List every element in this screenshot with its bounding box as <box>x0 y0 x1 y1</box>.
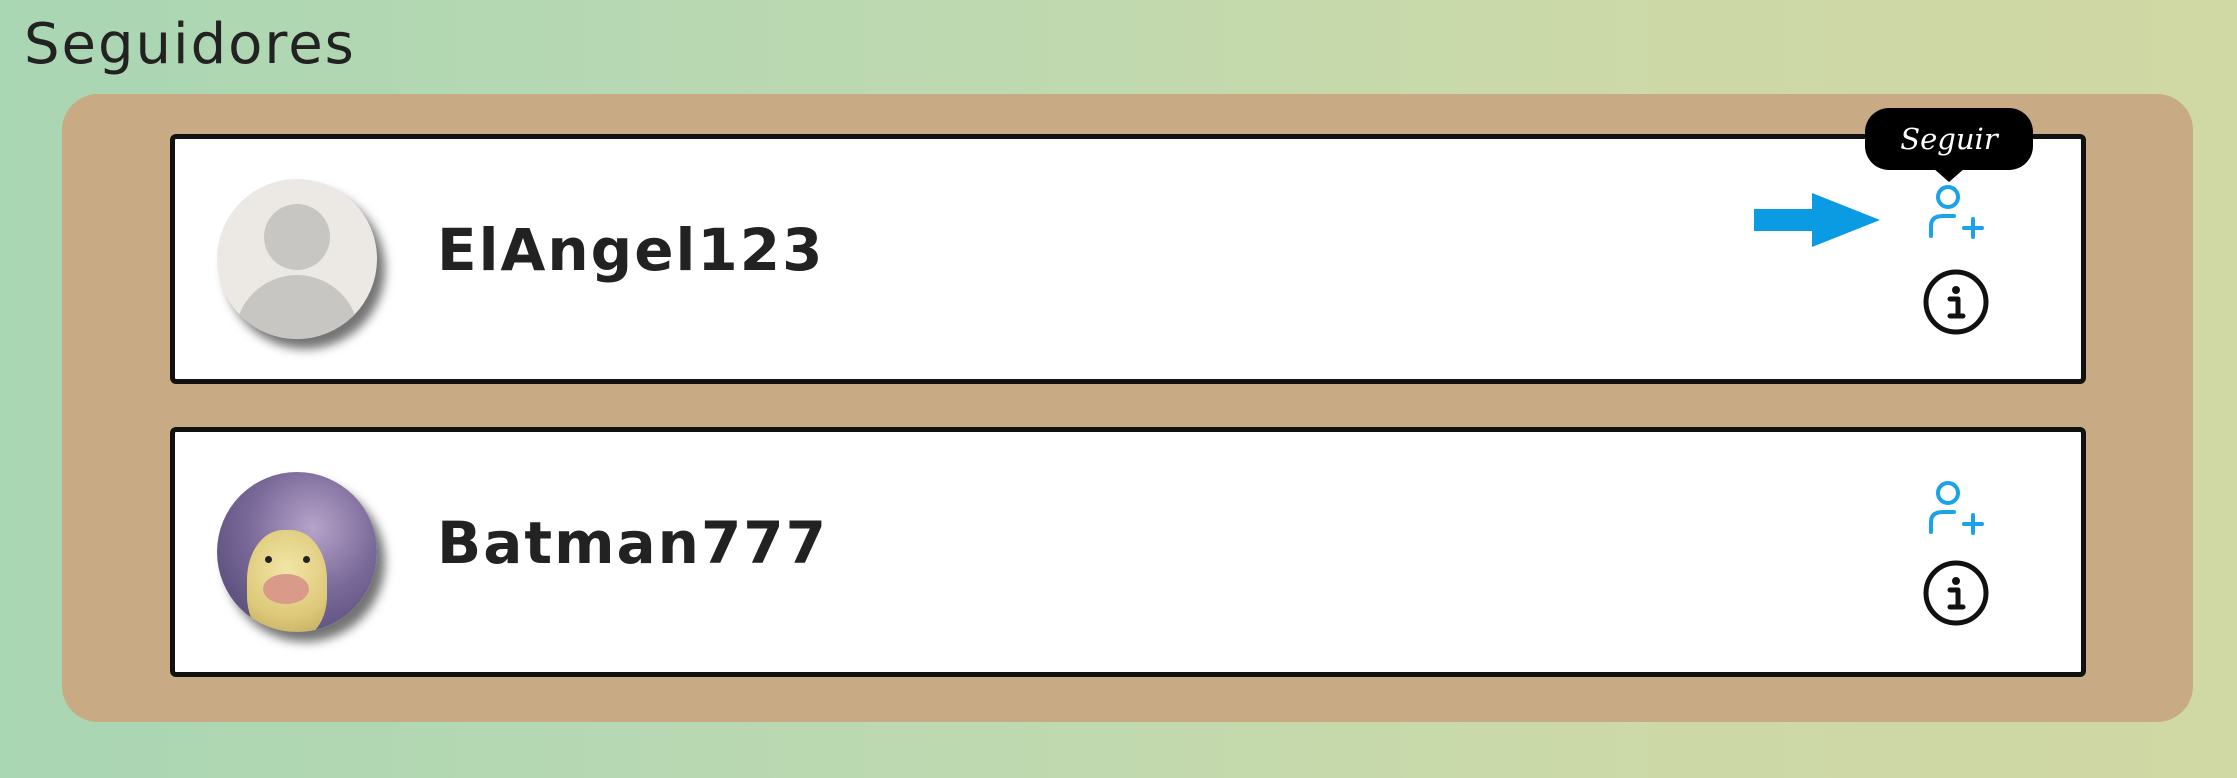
info-button[interactable] <box>1923 269 1989 335</box>
avatar <box>217 179 377 339</box>
duck-eye <box>303 556 310 563</box>
avatar-body <box>235 275 359 339</box>
follower-card: ElAngel123 <box>170 134 2086 384</box>
avatar-head <box>264 204 330 270</box>
username: Batman777 <box>437 509 829 577</box>
user-plus-icon <box>1929 481 1984 535</box>
page-title: Seguidores <box>24 12 356 77</box>
duck-eye <box>265 556 272 563</box>
username: ElAngel123 <box>437 216 825 284</box>
follow-button[interactable] <box>1928 480 1984 544</box>
info-icon <box>1923 560 1989 626</box>
user-plus-icon <box>1929 185 1984 239</box>
follow-tooltip: Seguir <box>1865 108 2033 170</box>
arrow-right-icon <box>1754 193 1880 247</box>
follow-button[interactable] <box>1928 184 1984 248</box>
duck-bill <box>263 574 309 604</box>
avatar <box>217 472 377 632</box>
followers-panel: ElAngel123 Batman777 <box>62 94 2193 722</box>
tooltip-arrow <box>1933 168 1965 182</box>
info-button[interactable] <box>1923 560 1989 626</box>
follower-card: Batman777 <box>170 427 2086 677</box>
info-icon <box>1923 269 1989 335</box>
